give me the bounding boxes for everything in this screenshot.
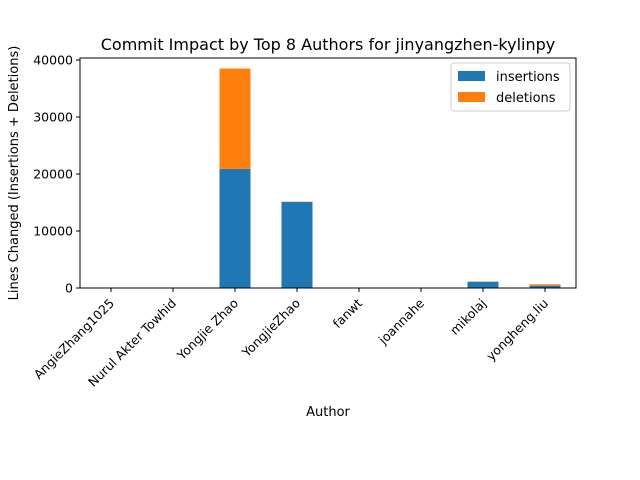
x-tick-label: mikolaj — [447, 296, 489, 338]
y-axis: 0 10000 20000 30000 40000 — [33, 52, 80, 296]
legend: insertions deletions — [450, 62, 571, 112]
y-tick-label: 20000 — [33, 166, 73, 181]
x-tick-label: Yongjie Zhao — [173, 296, 241, 364]
bar-insertions-6 — [467, 281, 499, 288]
y-tick-label: 30000 — [33, 109, 73, 124]
x-tick-label: YongjieZhao — [238, 296, 303, 361]
y-tick-label: 0 — [65, 281, 73, 296]
legend-swatch-deletions — [458, 92, 485, 102]
y-axis-title: Lines Changed (Insertions + Deletions) — [7, 46, 22, 301]
plot-frame — [79, 57, 577, 289]
bar-deletions-7 — [529, 284, 561, 286]
x-tick-label: joannahe — [375, 295, 427, 347]
bar-insertions-7 — [529, 285, 561, 288]
bar-insertions-3 — [281, 201, 313, 288]
bars-group — [95, 68, 561, 288]
bar-insertions-2 — [219, 168, 251, 288]
legend-label-insertions: insertions — [496, 70, 560, 85]
y-tick-label: 40000 — [33, 52, 73, 67]
y-tick-label: 10000 — [33, 223, 73, 238]
legend-label-deletions: deletions — [496, 91, 556, 106]
bar-deletions-2 — [219, 68, 251, 169]
x-tick-label: yongheng.liu — [483, 296, 551, 364]
legend-swatch-insertions — [458, 71, 485, 81]
x-axis-title: Author — [306, 405, 350, 420]
x-tick-label: fanwt — [330, 295, 366, 331]
chart-title: Commit Impact by Top 8 Authors for jinya… — [101, 35, 556, 54]
